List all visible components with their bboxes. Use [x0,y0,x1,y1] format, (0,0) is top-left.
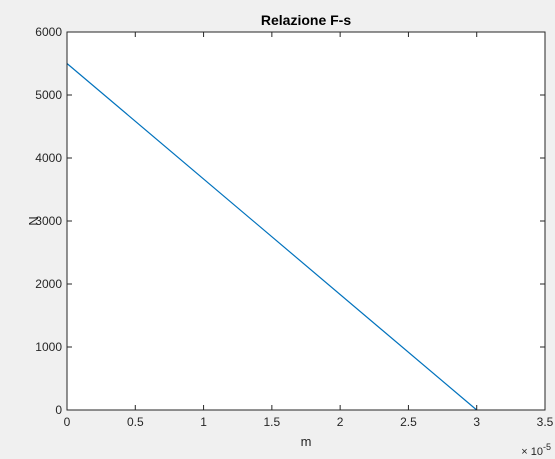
x-tick-label: 2.5 [400,415,417,429]
x-tick-label: 3 [473,415,480,429]
x-exponent-base: × 10 [521,446,543,458]
x-tick-label: 1 [200,415,207,429]
x-tick-label: 3.5 [537,415,554,429]
y-tick-label: 0 [55,403,62,417]
series-line [66,63,478,411]
x-tick-label: 0.5 [127,415,144,429]
y-tick-label: 4000 [35,151,62,165]
x-tick-label: 1.5 [264,415,281,429]
tick-layer: 0 0.5 1 1.5 2 2.5 3 3.5 0 1000 2000 3000 4000 5000 600… [35,25,553,429]
x-axis-title: m [301,434,312,449]
x-tick-label: 0 [64,415,71,429]
x-exponent-power: -5 [543,442,551,452]
chart-title: Relazione F-s [261,12,351,28]
y-tick-label: 1000 [35,340,62,354]
y-tick-label: 3000 [35,214,62,228]
y-axis-title: N [26,216,41,225]
y-tick-label: 6000 [35,25,62,39]
x-tick-label: 2 [337,415,344,429]
x-axis-exponent-label: × 10-5 [521,442,551,458]
y-tick-label: 5000 [35,88,62,102]
series-layer [66,63,478,411]
plot-area [67,32,545,410]
y-tick-label: 2000 [35,277,62,291]
